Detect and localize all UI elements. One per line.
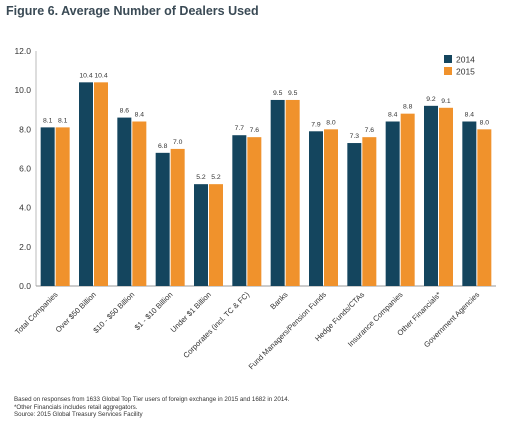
y-tick-label: 6.0 [19, 164, 31, 174]
data-label-2014: 7.3 [350, 133, 360, 140]
data-label-2014: 5.2 [196, 174, 206, 181]
x-category-label: $1 - $10 Billion [133, 290, 175, 332]
bar-2015 [477, 129, 492, 286]
y-tick-label: 2.0 [19, 242, 31, 252]
chart-title: Figure 6. Average Number of Dealers Used [6, 4, 259, 18]
y-tick-label: 10.0 [14, 85, 31, 95]
bar-2015 [362, 137, 377, 286]
data-label-2014: 8.4 [465, 112, 475, 119]
chart-notes: Based on responses from 1633 Global Top … [14, 396, 289, 419]
data-label-2014: 7.9 [311, 121, 321, 128]
data-label-2015: 8.8 [403, 104, 413, 111]
bar-2015 [247, 137, 262, 286]
bar-2014 [232, 135, 247, 286]
legend-swatch-2014 [444, 55, 452, 63]
legend-label-2014: 2014 [456, 55, 475, 65]
bar-2014 [347, 143, 362, 286]
y-tick-label: 0.0 [19, 281, 31, 291]
bar-2014 [117, 117, 132, 286]
bar-2015 [94, 82, 108, 286]
y-tick-label: 12.0 [14, 46, 31, 56]
data-label-2015: 7.6 [365, 127, 375, 134]
bar-2015 [170, 148, 185, 286]
data-label-2015: 8.4 [135, 112, 145, 119]
data-label-2014: 9.2 [426, 96, 436, 103]
bar-2015 [400, 113, 415, 287]
x-category-label: Banks [268, 290, 289, 311]
bar-2014 [462, 121, 477, 286]
data-label-2015: 7.6 [250, 127, 260, 134]
bar-2015 [132, 121, 147, 286]
data-label-2015: 5.2 [211, 174, 221, 181]
data-label-2015: 7.0 [173, 139, 183, 146]
x-category-label: Fund Managers/Pension Funds [247, 290, 328, 371]
data-label-2014: 6.8 [158, 143, 168, 150]
note-line-3: Source: 2015 Global Treasury Services Fa… [14, 411, 143, 419]
data-label-2015: 9.5 [288, 90, 298, 97]
data-label-2014: 8.1 [43, 117, 53, 124]
bar-2015 [439, 107, 453, 287]
legend-label-2015: 2015 [456, 67, 475, 77]
data-label-2015: 9.1 [441, 98, 451, 105]
data-label-2014: 10.4 [79, 72, 92, 79]
y-tick-label: 4.0 [19, 203, 31, 213]
legend-swatch-2015 [444, 67, 452, 75]
note-line-2: *Other Financials includes retail aggreg… [14, 403, 138, 411]
x-category-label: Corporates (incl. TC & FC) [181, 290, 251, 360]
bar-2014 [309, 131, 323, 286]
bar-2015 [209, 184, 223, 286]
bar-2014 [40, 127, 55, 286]
bar-chart: 0.0 2.0 4.0 6.0 8.0 10.0 12.0 8.1 8.1 Total Compa… [13, 46, 496, 371]
bar-2015 [285, 99, 300, 286]
data-label-2014: 8.6 [120, 108, 130, 115]
bar-2014 [424, 105, 438, 286]
note-line-1: Based on responses from 1633 Global Top … [14, 396, 290, 403]
data-label-2014: 7.7 [235, 125, 245, 132]
x-category-label: Total Companies [13, 290, 60, 337]
x-category-label: $10 - $50 Billion [91, 290, 136, 335]
bar-2014 [385, 121, 400, 286]
data-label-2015: 8.1 [58, 117, 68, 124]
data-label-2014: 8.4 [388, 112, 398, 119]
bar-2015 [324, 129, 338, 286]
bar-2015 [55, 127, 70, 286]
y-tick-label: 8.0 [19, 124, 31, 134]
bar-2014 [194, 184, 208, 286]
data-label-2015: 8.0 [326, 119, 336, 126]
bar-2014 [79, 82, 93, 286]
bar-2014 [155, 152, 170, 286]
data-label-2015: 10.4 [94, 72, 107, 79]
data-label-2014: 9.5 [273, 90, 283, 97]
data-label-2015: 8.0 [480, 119, 490, 126]
bar-2014 [270, 99, 285, 286]
